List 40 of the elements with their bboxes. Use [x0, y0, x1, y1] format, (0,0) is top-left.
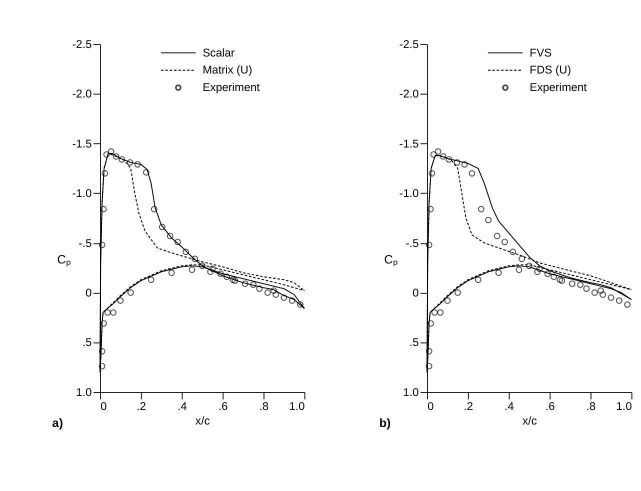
legend-label: Scalar [202, 47, 235, 60]
x-tick-label: 1.0 [616, 400, 632, 413]
x-tick-label: .4 [178, 400, 187, 413]
y-axis-title: Cₚ [384, 252, 398, 267]
text: a) [52, 416, 63, 430]
y-tick-label: -.5 [78, 238, 92, 250]
x-tick-label: .6 [545, 400, 555, 413]
y-tick-label: 1.0 [403, 386, 419, 399]
x-tick-label: .2 [464, 400, 474, 413]
x-tick-label: .2 [136, 400, 146, 413]
y-tick-label: -1.5 [72, 138, 92, 150]
y-tick-label: -2.5 [399, 39, 419, 52]
x-tick-label: .6 [218, 400, 228, 413]
x-tick-label: .8 [586, 400, 596, 413]
x-tick-label: .8 [259, 400, 269, 413]
y-tick-label: -1.5 [399, 138, 419, 150]
x-tick-label: 0 [100, 400, 107, 413]
x-tick-label: 1.0 [289, 400, 305, 413]
y-tick-label: -1.0 [72, 188, 92, 200]
x-tick-label: 0 [427, 400, 434, 413]
y-tick-label: .5 [82, 337, 92, 350]
legend-label: Experiment [530, 82, 588, 94]
x-axis-title: x/c [195, 416, 210, 428]
text: b) [379, 416, 391, 430]
y-tick-label: 0 [85, 288, 92, 300]
y-tick-label: 0 [412, 288, 419, 300]
x-axis-title: x/c [522, 416, 538, 428]
y-tick-label: -2.0 [72, 88, 92, 101]
legend-label: FDS (U) [530, 64, 572, 77]
x-tick-label: .4 [504, 400, 514, 413]
y-axis-title: Cₚ [57, 252, 71, 267]
y-tick-label: -2.5 [72, 39, 92, 52]
legend-label: Experiment [202, 82, 261, 94]
y-tick-label: -2.0 [399, 88, 419, 101]
y-tick-label: -1.0 [399, 188, 419, 200]
y-tick-label: 1.0 [76, 386, 92, 399]
legend-label: FVS [530, 47, 552, 60]
y-tick-label: -.5 [406, 238, 419, 250]
legend-label: Matrix (U) [202, 64, 252, 77]
y-tick-label: .5 [409, 337, 419, 350]
